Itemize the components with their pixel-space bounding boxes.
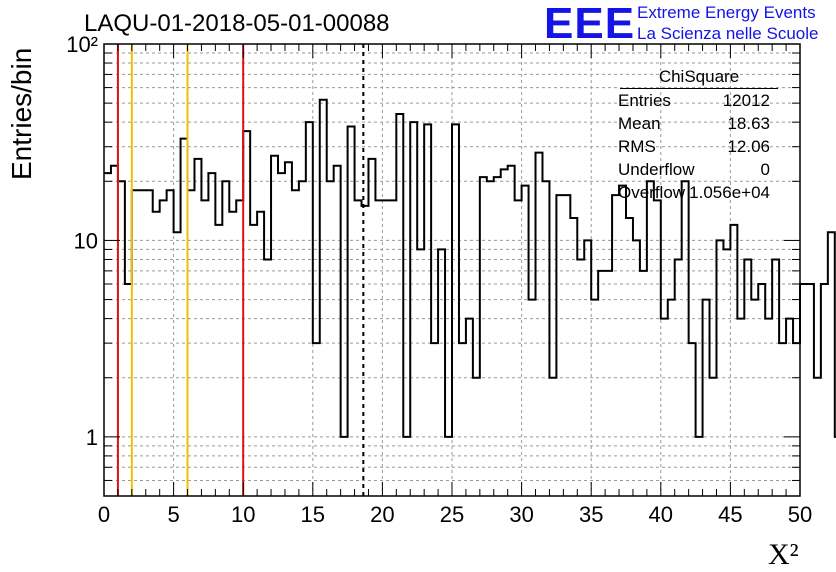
x-tick-label: 40 — [649, 502, 673, 527]
stats-key: RMS — [618, 137, 656, 156]
y-tick-label: 1 — [86, 425, 98, 450]
stats-value: 0 — [760, 160, 770, 179]
stats-value: 12.06 — [727, 137, 770, 156]
stats-value: 18.63 — [727, 114, 770, 133]
x-tick-label: 25 — [440, 502, 464, 527]
stats-value: 12012 — [722, 91, 770, 110]
x-tick-label: 20 — [370, 502, 394, 527]
logo-line-1: Extreme Energy Events — [637, 3, 816, 22]
histogram-series — [104, 98, 836, 438]
stats-row-entries: Entries 12012 — [612, 89, 780, 112]
stats-row-rms: RMS 12.06 — [612, 135, 780, 158]
x-tick-label: 35 — [579, 502, 603, 527]
stats-divider — [620, 88, 778, 89]
stats-key: Mean — [618, 114, 661, 133]
stats-key: Overflow — [618, 183, 686, 202]
x-tick-label: 30 — [509, 502, 533, 527]
stats-key: Entries — [618, 91, 671, 110]
logo-line-2: La Scienza nelle Scuole — [637, 24, 819, 43]
x-tick-label: 10 — [231, 502, 255, 527]
chart-title: LAQU-01-2018-05-01-00088 — [84, 10, 390, 37]
stats-row-mean: Mean 18.63 — [612, 112, 780, 135]
stats-key: Underflow — [618, 160, 695, 179]
y-axis-label: Entries/bin — [6, 47, 37, 180]
x-tick-label: 0 — [98, 502, 110, 527]
stats-row-overflow: Overflow 1.056e+04 — [612, 181, 780, 204]
x-tick-label: 5 — [167, 502, 179, 527]
y-tick-label: 10 — [74, 228, 98, 253]
x-axis-label: X² — [768, 538, 799, 571]
stats-title: ChiSquare — [658, 67, 740, 86]
eee-logo-icon: EEE — [544, 0, 636, 48]
y-tick-label: 10² — [66, 32, 98, 57]
stats-value: 1.056e+04 — [689, 183, 770, 202]
x-tick-label: 50 — [788, 502, 812, 527]
x-tick-label: 45 — [718, 502, 742, 527]
stats-box: ChiSquare Entries 12012 Mean 18.63 RMS 1… — [612, 66, 780, 204]
x-tick-label: 15 — [301, 502, 325, 527]
stats-row-underflow: Underflow 0 — [612, 158, 780, 181]
